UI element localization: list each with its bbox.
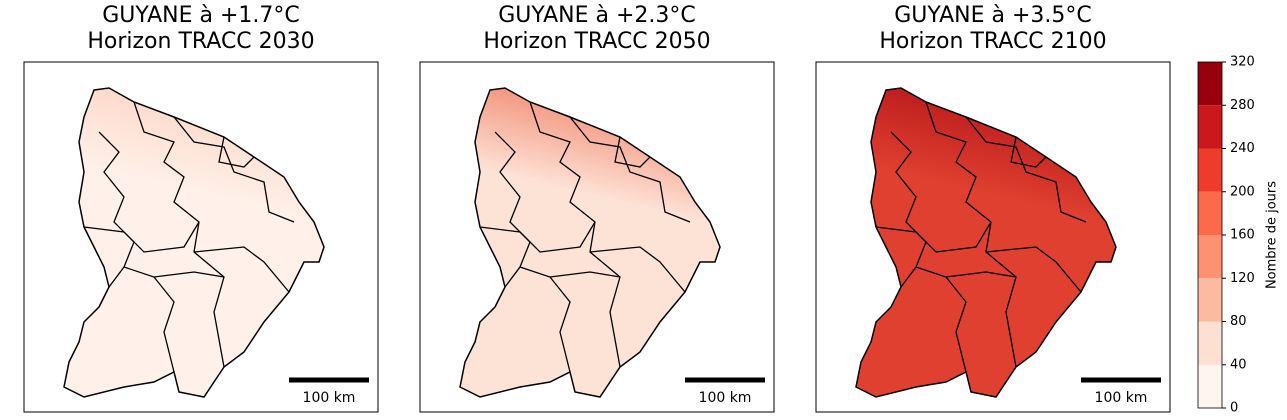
territory xyxy=(855,87,1117,398)
colorbar-bin xyxy=(1198,191,1222,235)
border xyxy=(98,131,135,288)
map-panel: 100 km xyxy=(23,61,379,413)
border xyxy=(985,246,1082,293)
colorbar-bin xyxy=(1198,321,1222,365)
colorbar-tick-label: 80 xyxy=(1230,314,1247,329)
border xyxy=(529,101,621,368)
border xyxy=(569,116,691,223)
colorbar-tick-label: 160 xyxy=(1230,228,1255,243)
border xyxy=(1010,136,1047,168)
colorbar-bin xyxy=(1198,278,1222,322)
colorbar-tick-label: 200 xyxy=(1230,184,1255,199)
panel-title: GUYANE à +2.3°C xyxy=(498,3,696,28)
colorbar-bin xyxy=(1198,364,1222,408)
border xyxy=(133,101,225,368)
border xyxy=(153,271,225,278)
border xyxy=(549,271,621,278)
border xyxy=(494,131,531,288)
border xyxy=(123,266,175,373)
border xyxy=(965,116,1087,223)
border xyxy=(945,271,1017,278)
colorbar-bin xyxy=(1198,148,1222,192)
colorbar-tick-label: 120 xyxy=(1230,271,1255,286)
scale-label: 100 km xyxy=(1095,390,1148,406)
border xyxy=(875,221,992,253)
colorbar-tick-label: 280 xyxy=(1230,98,1255,113)
border xyxy=(614,136,651,168)
colorbar-tick-label: 320 xyxy=(1230,55,1255,70)
colorbar-tick-label: 0 xyxy=(1230,401,1238,416)
border xyxy=(218,136,255,168)
territory xyxy=(459,87,721,398)
panel-title: Horizon TRACC 2030 xyxy=(87,29,314,54)
border xyxy=(83,221,200,253)
colorbar-tick-label: 40 xyxy=(1230,357,1247,372)
border xyxy=(890,131,927,288)
panel-title: Horizon TRACC 2100 xyxy=(879,29,1106,54)
panel-title: GUYANE à +1.7°C xyxy=(102,3,300,28)
border xyxy=(479,221,596,253)
border xyxy=(589,246,686,293)
colorbar-bin xyxy=(1198,62,1222,106)
colorbar-label: Nombre de jours xyxy=(1265,181,1280,289)
border xyxy=(519,266,571,373)
colorbar-tick-label: 240 xyxy=(1230,141,1255,156)
territory xyxy=(63,87,325,398)
panel-title: Horizon TRACC 2050 xyxy=(483,29,710,54)
border xyxy=(193,246,290,293)
map-panel: 100 km xyxy=(815,61,1171,413)
scale-label: 100 km xyxy=(699,390,752,406)
scale-label: 100 km xyxy=(303,390,356,406)
border xyxy=(915,266,967,373)
border xyxy=(173,116,295,223)
border xyxy=(925,101,1017,368)
panel-title: GUYANE à +3.5°C xyxy=(894,3,1092,28)
colorbar-bin xyxy=(1198,235,1222,279)
map-panel: 100 km xyxy=(419,61,775,413)
colorbar-bin xyxy=(1198,105,1222,149)
